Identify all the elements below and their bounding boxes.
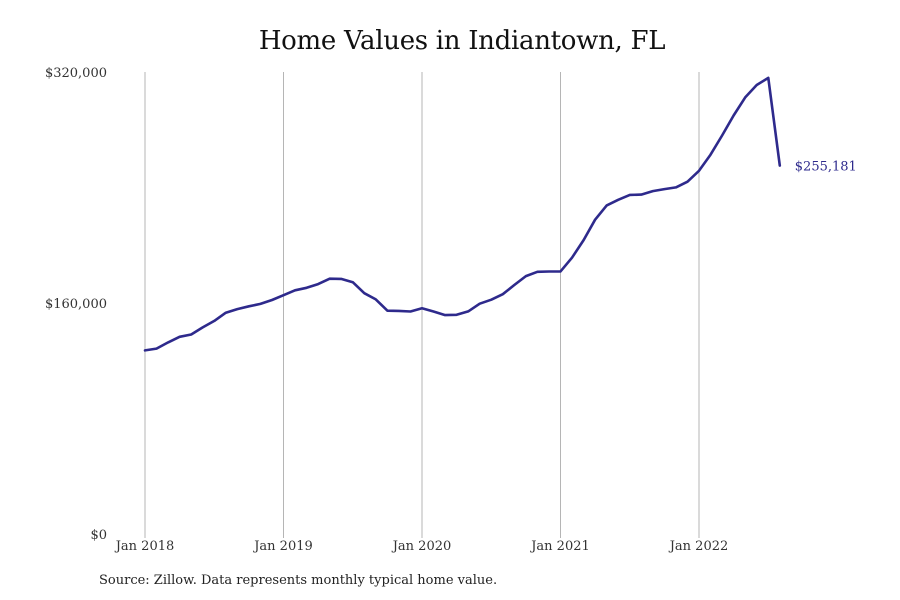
y-tick-label: $320,000 — [45, 66, 107, 81]
gridlines — [144, 72, 700, 538]
x-tick-label: Jan 2020 — [391, 539, 452, 554]
x-tick-label: Jan 2018 — [114, 539, 175, 554]
y-tick-label: $160,000 — [45, 297, 107, 312]
x-axis-ticks: Jan 2018 Jan 2019 Jan 2020 Jan 2021 Jan 2022 — [114, 539, 729, 554]
x-tick-label: Jan 2022 — [668, 539, 729, 554]
x-tick-label: Jan 2019 — [252, 539, 313, 554]
series-line — [143, 76, 782, 352]
y-axis-ticks: $0 $160,000 $320,000 — [45, 66, 107, 543]
source-note: Source: Zillow. Data represents monthly … — [99, 573, 498, 588]
y-tick-label: $0 — [90, 528, 107, 543]
series-lines — [143, 76, 782, 352]
data-labels: $255,181 — [795, 160, 857, 175]
x-tick-label: Jan 2021 — [529, 539, 590, 554]
chart-title: Home Values in Indiantown, FL — [258, 26, 666, 56]
end-value-label: $255,181 — [795, 160, 857, 175]
